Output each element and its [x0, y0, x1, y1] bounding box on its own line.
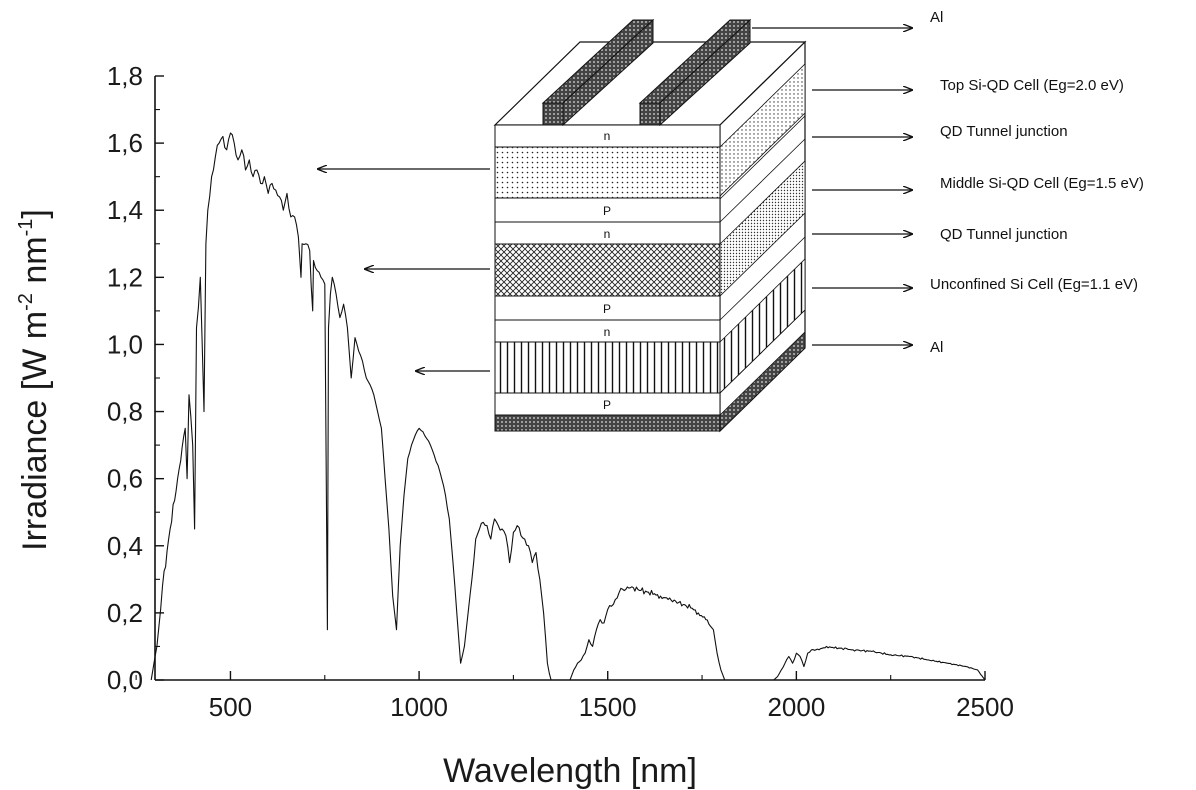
label-middle-cell: Middle Si-QD Cell (Eg=1.5 eV): [940, 175, 1144, 192]
y-tick-label: 1,4: [107, 195, 143, 225]
layer-label-low-p: P: [603, 302, 611, 316]
y-axis-title: Irradiance [W m-2 nm-1]: [15, 209, 54, 551]
al-contact-finger-left: [541, 18, 655, 127]
layer-al-bottom: [494, 414, 721, 432]
label-tunnel-1: QD Tunnel junction: [940, 123, 1068, 140]
x-tick-label: 2500: [956, 692, 1014, 722]
tandem-cell-diagram: n P n P n P Al Top Si-QD Cell (Eg=2.: [318, 9, 1144, 433]
y-tick-label: 1,8: [107, 61, 143, 91]
y-tick-label: 0,8: [107, 397, 143, 427]
label-unconfined-cell: Unconfined Si Cell (Eg=1.1 eV): [930, 276, 1138, 293]
x-tick-label: 1500: [579, 692, 637, 722]
x-axis-ticks: 500 1000 1500 2000 2500: [135, 671, 1014, 722]
x-tick-label: 2000: [767, 692, 825, 722]
irradiance-series-line: [150, 132, 986, 681]
y-tick-label: 1,0: [107, 329, 143, 359]
y-tick-label: 1,6: [107, 128, 143, 158]
x-tick-label: 500: [209, 692, 252, 722]
x-tick-label: 1000: [390, 692, 448, 722]
label-al-top: Al: [930, 9, 943, 26]
al-contact-finger-right: [638, 18, 752, 127]
y-tick-label: 0,6: [107, 464, 143, 494]
y-tick-label: 0,0: [107, 665, 143, 695]
y-tick-label: 0,4: [107, 531, 143, 561]
layer-low-p: [494, 295, 721, 321]
y-tick-label: 1,2: [107, 262, 143, 292]
layer-label-bottom-p: P: [603, 398, 611, 412]
layer-label-top-n: n: [604, 129, 611, 143]
layer-label-mid-p: P: [603, 204, 611, 218]
y-axis-ticks: 0,0 0,2 0,4 0,6 0,8 1,0 1,2 1,4 1,6 1,8: [107, 61, 164, 695]
x-axis-title: Wavelength [nm]: [443, 752, 697, 790]
layer-label-low-n: n: [604, 325, 611, 339]
layer-unconfined-cell: [494, 341, 721, 394]
label-top-cell: Top Si-QD Cell (Eg=2.0 eV): [940, 77, 1124, 94]
layer-middle-cell: [494, 243, 721, 297]
layer-top-cell: [494, 146, 721, 199]
y-tick-label: 0,2: [107, 598, 143, 628]
label-al-bottom: Al: [930, 339, 943, 356]
layer-label-mid-n: n: [604, 227, 611, 241]
label-tunnel-2: QD Tunnel junction: [940, 226, 1068, 243]
layer-mid-p: [494, 197, 721, 223]
